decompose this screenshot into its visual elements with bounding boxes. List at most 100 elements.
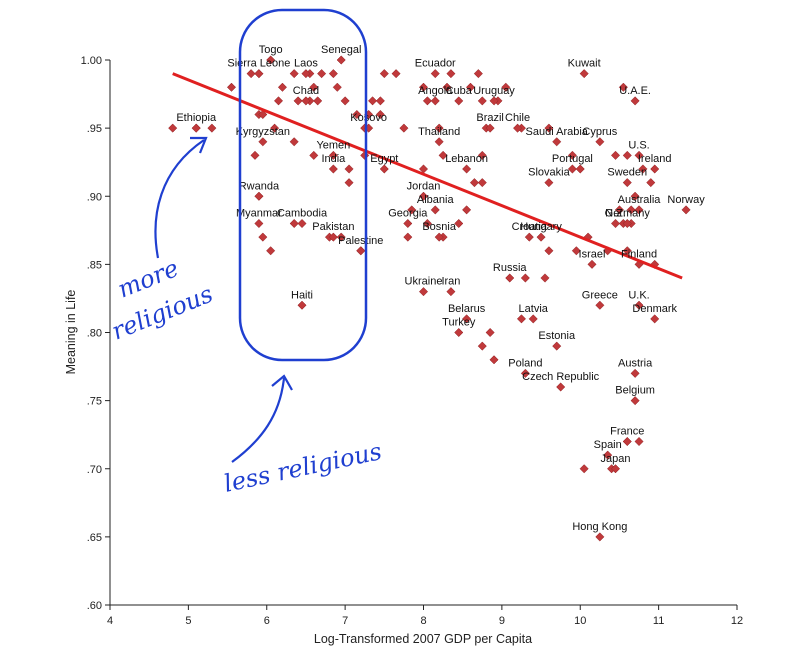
data-point [638, 164, 648, 174]
data-point [168, 123, 178, 133]
arrow-up [231, 377, 286, 463]
point-label: Turkey [442, 317, 476, 329]
point-label: Hong Kong [572, 521, 627, 533]
data-point [473, 69, 483, 79]
data-point [375, 109, 385, 120]
point-label: France [610, 426, 644, 438]
data-point [352, 109, 362, 120]
data-point [289, 69, 299, 79]
data-point [313, 96, 323, 106]
point-label: Iran [441, 276, 460, 288]
data-point-labeled [552, 137, 562, 147]
x-tick-label: 8 [420, 615, 426, 627]
point-label: Ireland [638, 153, 672, 165]
handwritten-annotations: more religious less religious [108, 8, 384, 498]
data-point-labeled [579, 69, 589, 79]
data-point [544, 123, 554, 133]
data-point-labeled [622, 218, 632, 229]
point-label: Jordan [407, 180, 441, 192]
data-point [289, 137, 299, 147]
data-point [418, 82, 429, 92]
data-point [438, 150, 448, 160]
data-point [336, 232, 346, 242]
data-point-labeled [446, 287, 456, 297]
data-point [477, 178, 487, 188]
data-point [332, 82, 342, 92]
data-point [266, 246, 276, 256]
data-point [465, 82, 476, 92]
data-point [344, 164, 354, 174]
data-point [207, 123, 217, 133]
data-point [309, 82, 319, 92]
data-point [246, 69, 256, 79]
x-axis-title: Log-Transformed 2007 GDP per Capita [314, 632, 532, 646]
point-label: Senegal [321, 44, 361, 56]
point-label: Georgia [388, 208, 428, 220]
point-label: Chile [505, 112, 530, 124]
data-point [462, 205, 472, 215]
data-point-labeled [587, 259, 597, 269]
data-point-labeled [434, 137, 444, 147]
data-point [309, 150, 319, 160]
data-point-labeled [552, 341, 562, 351]
data-point-labeled [328, 164, 338, 174]
y-tick-label: .60 [87, 600, 102, 612]
data-point [270, 123, 280, 133]
data-point [258, 232, 268, 242]
data-point [454, 218, 464, 229]
trend-line [172, 72, 683, 280]
data-point [379, 69, 389, 79]
data-point-labeled [191, 123, 201, 133]
data-point-labeled [418, 191, 429, 201]
y-axis-title: Meaning in Life [64, 290, 78, 375]
point-label: Germany [605, 208, 651, 220]
y-tick-label: 1.00 [81, 55, 102, 67]
data-point-labeled [254, 218, 264, 229]
point-label: Greece [582, 289, 618, 301]
point-label: Brazil [476, 112, 504, 124]
x-tick-label: 5 [185, 615, 191, 627]
data-point-labeled [328, 150, 338, 160]
data-point-labeled [512, 123, 523, 133]
data-point-labeled [301, 96, 311, 106]
data-point [344, 178, 354, 188]
data-point [614, 205, 624, 215]
data-point-labeled [634, 300, 644, 310]
data-point [575, 164, 585, 174]
point-label: Australia [618, 194, 662, 206]
data-point-labeled [544, 178, 554, 188]
data-point [375, 96, 385, 106]
data-point-labeled [595, 137, 605, 147]
data-point-labeled [430, 205, 440, 215]
data-point-labeled [528, 314, 538, 324]
data-point-labeled [567, 164, 577, 174]
data-point [630, 191, 640, 201]
point-label: Cyprus [582, 126, 617, 138]
data-point-labeled [524, 232, 534, 242]
data-point-labeled [430, 96, 440, 106]
point-label: Sweden [607, 167, 647, 179]
data-point [277, 82, 287, 92]
data-point-labeled [556, 382, 566, 392]
data-point [516, 314, 527, 324]
point-label: Kosovo [350, 112, 387, 124]
y-tick-label: .95 [87, 123, 102, 135]
annotation-less-religious: less religious [221, 437, 384, 498]
point-label: Egypt [370, 153, 398, 165]
data-point-labeled [536, 232, 546, 242]
data-point-labeled [462, 164, 472, 174]
data-point-labeled [489, 96, 499, 106]
point-label: Belarus [448, 303, 486, 315]
data-point [289, 218, 299, 229]
data-point-labeled [634, 205, 644, 215]
data-point [610, 150, 621, 160]
data-point [477, 341, 487, 351]
data-point [360, 150, 370, 160]
point-label: Belgium [615, 385, 655, 397]
point-label: Palestine [338, 235, 383, 247]
data-point-labeled [520, 368, 530, 378]
data-point-labeled [603, 450, 613, 460]
data-point [391, 69, 401, 79]
